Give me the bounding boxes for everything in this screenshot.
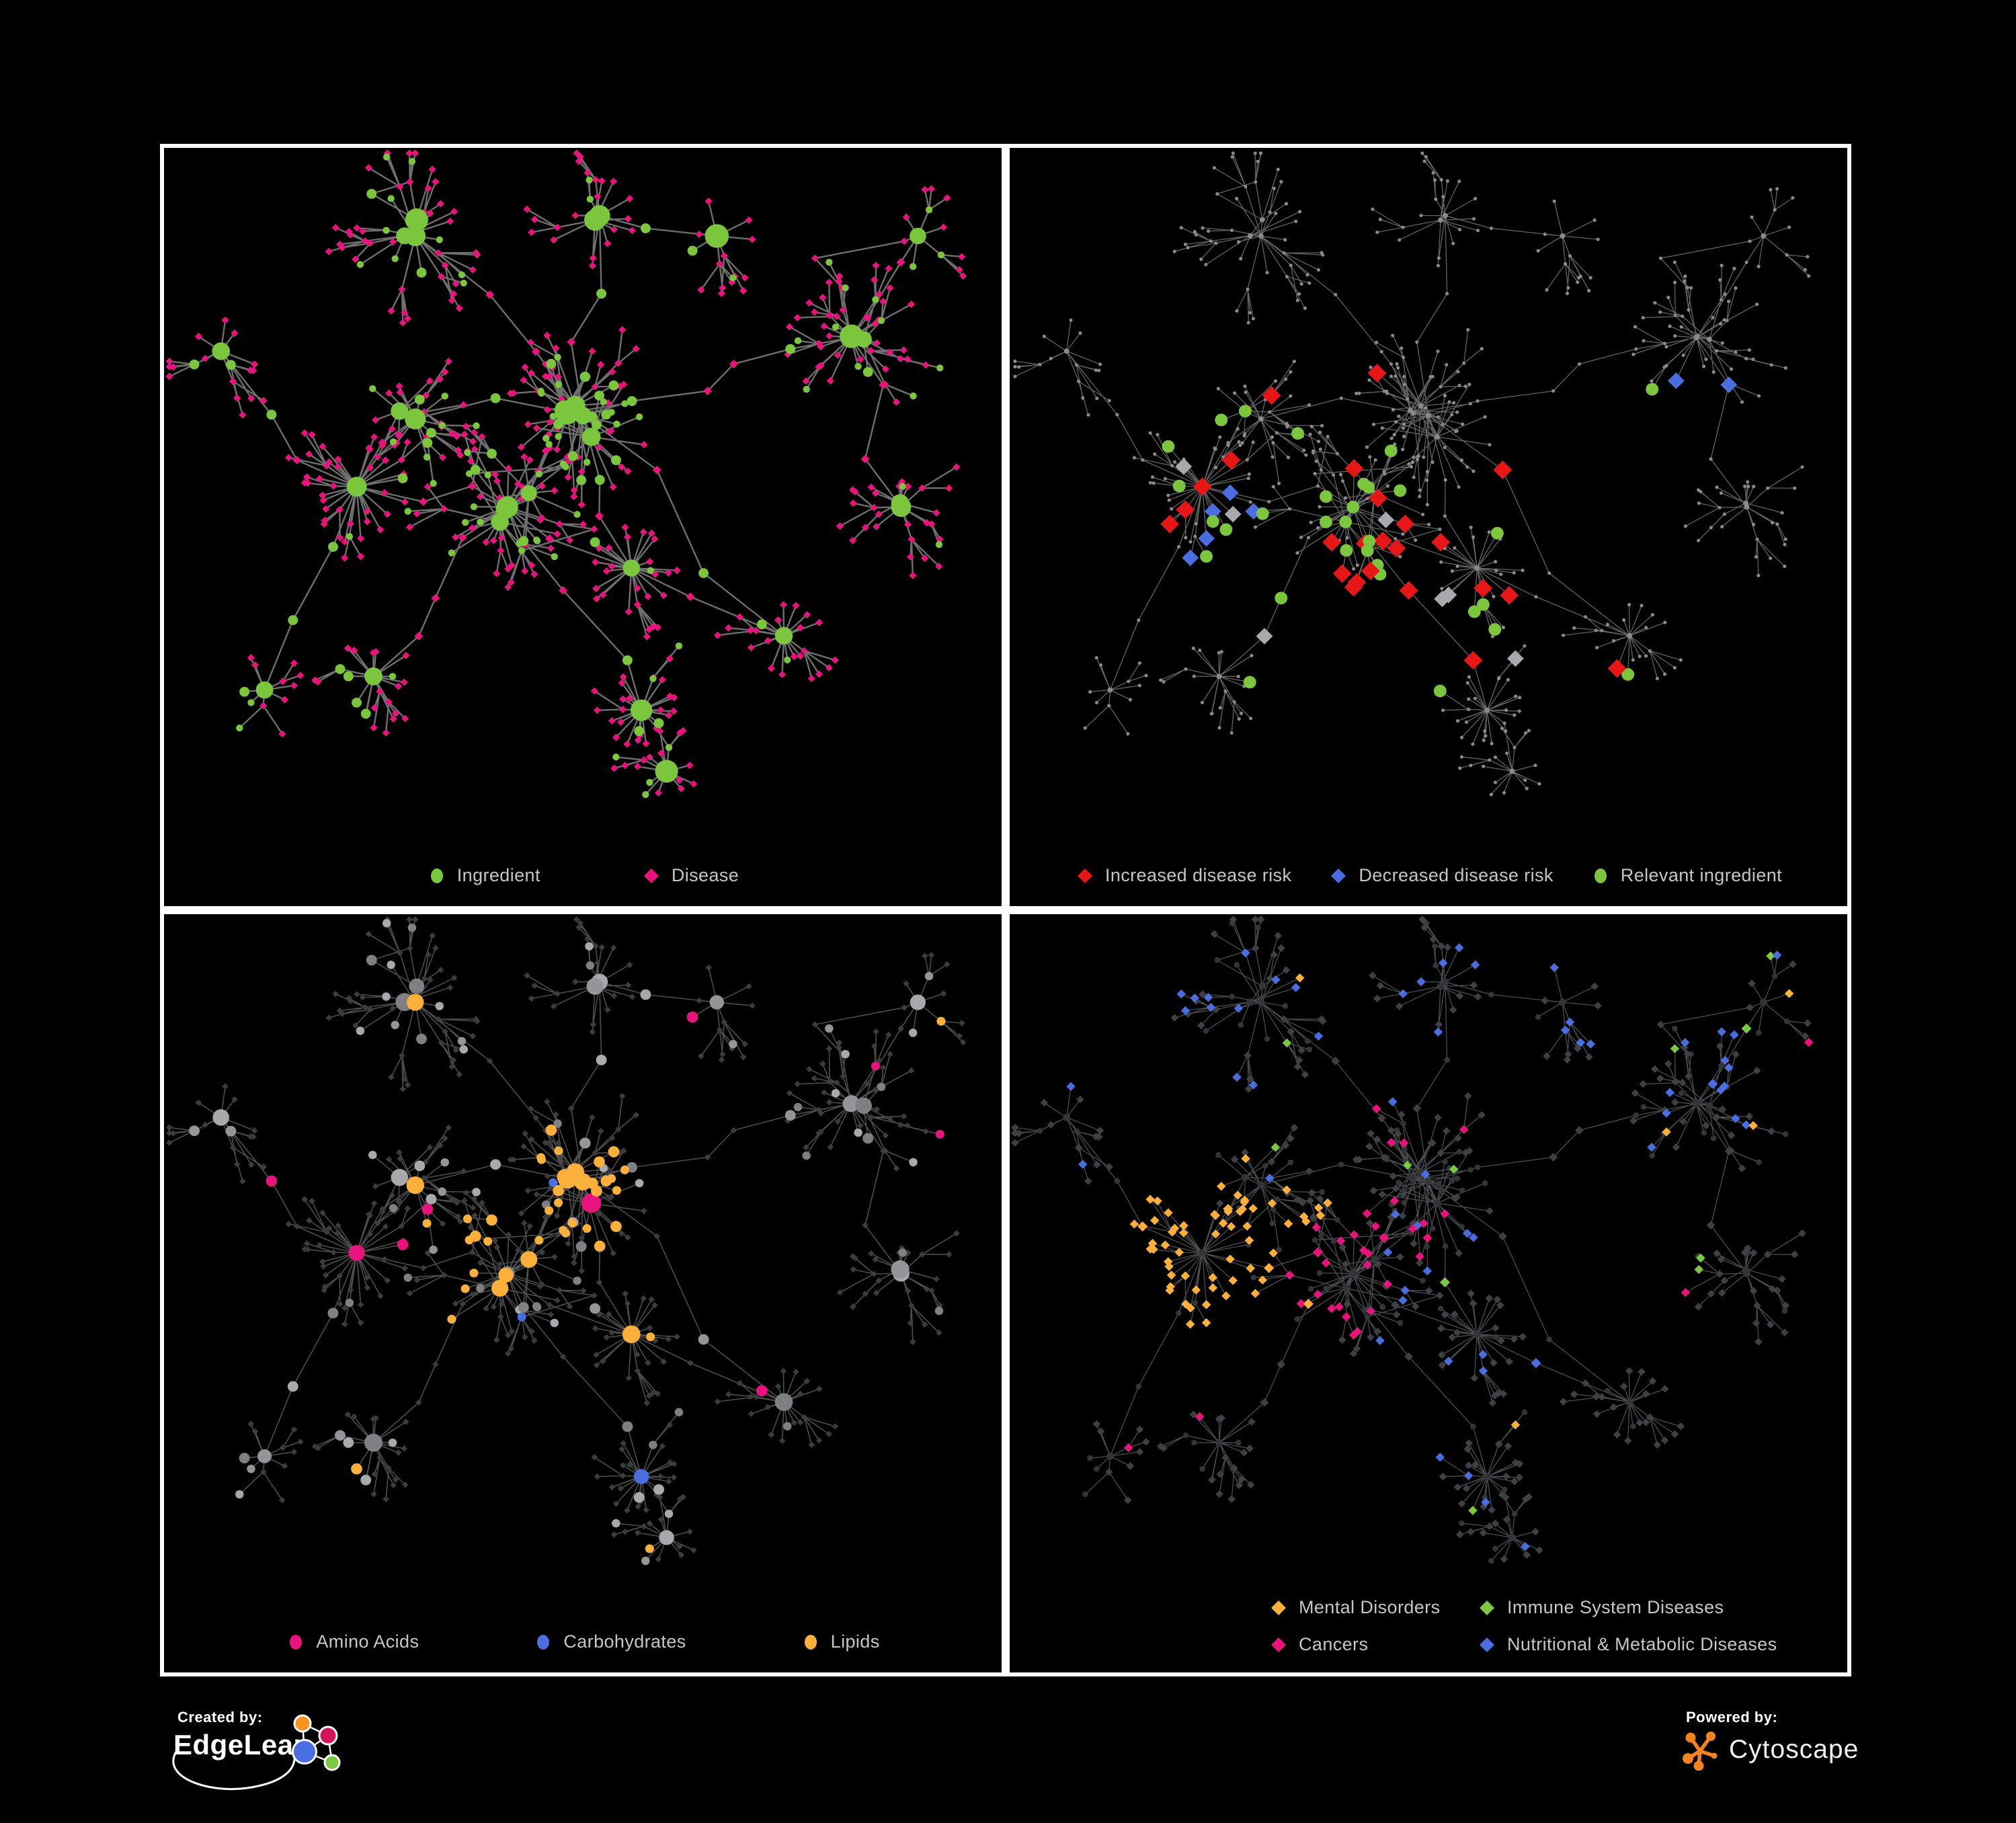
network-graph-macronutrient-classes (166, 916, 967, 1566)
legend-label: Carbohydrates (563, 1631, 686, 1652)
edgeleap-wordmark: EdgeLeap (173, 1729, 311, 1760)
legend-item-disease: Disease (641, 865, 739, 886)
powered-by-label: Powered by: (1686, 1709, 1778, 1726)
legend-label: Cancers (1299, 1634, 1369, 1654)
legend-diamond-icon (1271, 1637, 1286, 1652)
legend-item-lipids: Lipids (801, 1631, 880, 1652)
edgeleap-credit: Created by: EdgeLeap (167, 1709, 436, 1823)
legend-circle-icon (804, 1634, 817, 1650)
cytoscape-wordmark: Cytoscape (1729, 1735, 1859, 1764)
legend-item-carbohydrates: Carbohydrates (533, 1631, 686, 1652)
panel-disease-risk-network: Increased disease risk Decreased disease … (1006, 144, 1851, 910)
legend-item-increased-disease-risk: Increased disease risk (1075, 865, 1291, 886)
legend-diamond-icon (643, 868, 659, 883)
legend-circle-icon (430, 868, 443, 883)
legend-label: Immune System Diseases (1507, 1597, 1724, 1617)
legend-label: Decreased disease risk (1359, 865, 1554, 885)
legend-label: Mental Disorders (1299, 1597, 1441, 1617)
legend-circle-icon (537, 1634, 550, 1650)
edges-layer (1014, 919, 1810, 1562)
legend-label: Increased disease risk (1104, 865, 1292, 885)
legend-label: Relevant ingredient (1620, 865, 1783, 885)
legend-item-relevant-ingredient: Relevant ingredient (1590, 865, 1782, 886)
legend-disease-categories: Mental Disorders Immune System Diseases Ca… (1268, 1597, 1777, 1655)
legend-item-ingredient: Ingredient (427, 865, 540, 886)
legend-circle-icon (290, 1634, 303, 1650)
legend-diamond-icon (1331, 868, 1346, 883)
nodes-layer (1013, 151, 1811, 797)
cytoscape-logo-icon (1683, 1732, 1718, 1771)
network-graph-disease-categories (1011, 916, 1814, 1564)
nodes-layer (166, 916, 967, 1566)
legend-disease-risk: Increased disease risk Decreased disease … (1010, 865, 1847, 886)
legend-circle-icon (1594, 868, 1607, 883)
legend-diamond-icon (1077, 868, 1092, 883)
legend-item-immune-system-diseases: Immune System Diseases (1477, 1597, 1777, 1618)
legend-item-cancers: Cancers (1268, 1634, 1477, 1655)
legend-label: Amino Acids (316, 1631, 419, 1652)
legend-diamond-icon (1480, 1600, 1494, 1615)
panel-macronutrient-class-network: Amino Acids Carbohydrates Lipids (160, 910, 1006, 1676)
edgeleap-logo-icon (292, 1714, 341, 1771)
legend-item-nutritional-metabolic-diseases: Nutritional & Metabolic Diseases (1477, 1634, 1777, 1655)
legend-ingredient-disease: Ingredient Disease (164, 865, 1002, 886)
legend-item-mental-disorders: Mental Disorders (1268, 1597, 1477, 1618)
network-graph-ingredient-disease (165, 149, 967, 799)
legend-macronutrient-classes: Amino Acids Carbohydrates Lipids (164, 1631, 1002, 1652)
edgeleap-swoosh (172, 1750, 296, 1791)
legend-item-decreased-disease-risk: Decreased disease risk (1328, 865, 1553, 886)
legend-diamond-icon (1271, 1600, 1286, 1615)
panel-ingredient-disease-network: Ingredient Disease (160, 144, 1006, 910)
edgeleap-node-blue (292, 1739, 317, 1765)
edgeleap-node-orange (293, 1714, 312, 1733)
panel-disease-category-network: Mental Disorders Immune System Diseases Ca… (1006, 910, 1851, 1676)
network-graph-disease-risk (1013, 151, 1811, 797)
nodes-layer (165, 149, 967, 799)
edges-layer (1014, 153, 1810, 795)
nodes-layer (1011, 916, 1814, 1564)
legend-label: Disease (671, 865, 739, 885)
legend-label: Lipids (830, 1631, 880, 1652)
edges-layer (168, 152, 964, 796)
legend-label: Nutritional & Metabolic Diseases (1507, 1634, 1777, 1654)
legend-label: Ingredient (456, 865, 540, 885)
cytoscape-credit: Powered by: Cytoscape (1678, 1709, 1920, 1803)
edgeleap-node-green (323, 1754, 341, 1771)
edges-layer (169, 919, 964, 1562)
created-by-label: Created by: (177, 1709, 263, 1726)
legend-diamond-icon (1480, 1637, 1494, 1652)
edgeleap-node-magenta (318, 1726, 338, 1746)
legend-item-amino-acids: Amino Acids (286, 1631, 419, 1652)
